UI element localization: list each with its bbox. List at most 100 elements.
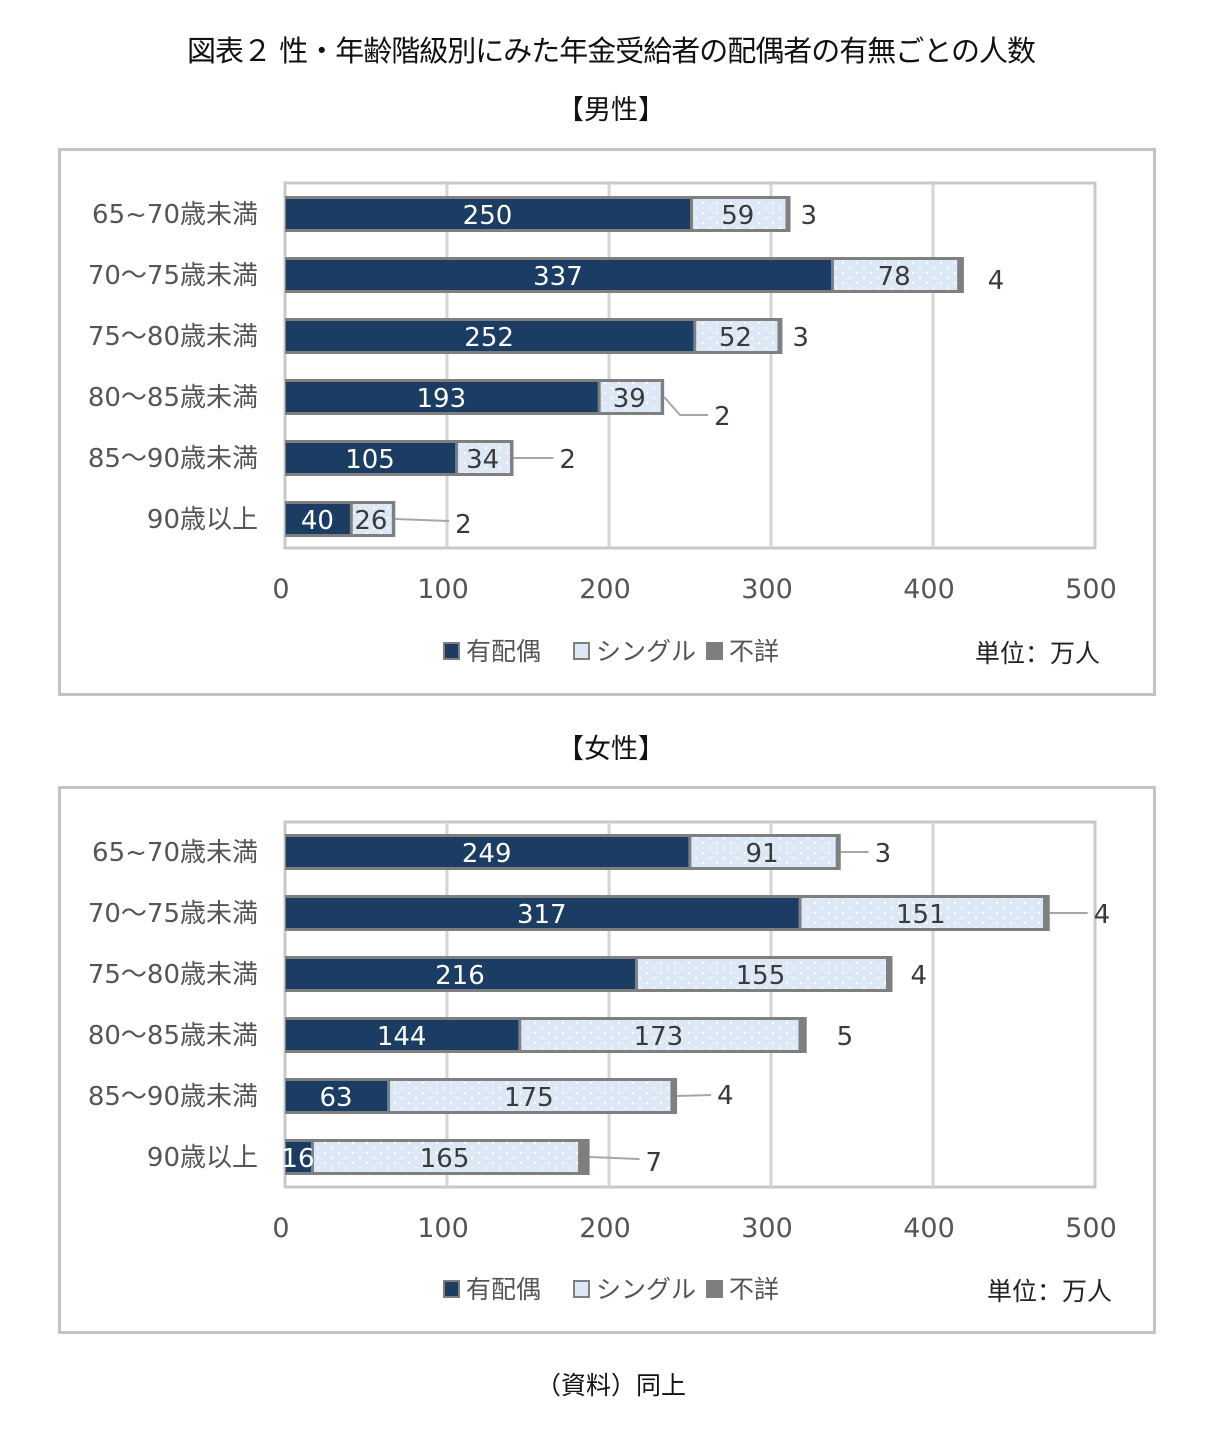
legend-single-swatch bbox=[573, 642, 590, 660]
data-label-unknown: 4 bbox=[911, 961, 928, 991]
bar-single bbox=[833, 260, 958, 290]
bar-single bbox=[637, 959, 887, 989]
data-label-single: 175 bbox=[504, 1083, 554, 1113]
x-tick-label: 200 bbox=[579, 574, 631, 605]
data-label-unknown: 4 bbox=[988, 266, 1005, 296]
legend-unknown-swatch bbox=[706, 1280, 723, 1298]
data-label-single: 91 bbox=[746, 839, 779, 869]
x-tick-label: 0 bbox=[272, 574, 289, 605]
leader-line bbox=[395, 518, 450, 522]
data-label-married: 16 bbox=[281, 1144, 314, 1174]
legend: 有配偶 シングル 不詳 bbox=[443, 637, 779, 666]
source-note: （資料）同上 bbox=[535, 1371, 686, 1400]
data-label-married: 250 bbox=[463, 201, 513, 231]
bar-married bbox=[286, 1142, 311, 1172]
bar-married bbox=[286, 443, 456, 473]
data-label-single: 26 bbox=[354, 506, 387, 536]
bar-married bbox=[286, 321, 694, 351]
bar-unknown bbox=[1043, 895, 1050, 931]
bar-single bbox=[801, 898, 1044, 928]
category-label: 65~70歳未満 bbox=[92, 838, 258, 868]
bar-married bbox=[286, 504, 350, 534]
bar-married bbox=[286, 260, 831, 290]
x-tick-label: 500 bbox=[1065, 574, 1117, 605]
bar-single bbox=[521, 1020, 799, 1050]
x-tick-label: 100 bbox=[417, 1213, 469, 1244]
category-label: 80～85歳未満 bbox=[88, 383, 258, 413]
x-tick-label: 400 bbox=[903, 1213, 955, 1244]
legend-single-label: シングル bbox=[596, 1275, 696, 1304]
data-label-unknown: 3 bbox=[800, 201, 817, 231]
leader-line bbox=[589, 1156, 640, 1160]
data-label-married: 249 bbox=[462, 839, 512, 869]
bar-unknown bbox=[798, 1017, 807, 1053]
data-label-married: 317 bbox=[517, 900, 567, 930]
data-label-unknown: 4 bbox=[1094, 900, 1111, 930]
category-label: 70～75歳未満 bbox=[88, 899, 258, 929]
bar-single bbox=[458, 443, 511, 473]
leader-line bbox=[677, 1094, 712, 1097]
figure-title: 図表２ 性・年齢階級別にみた年金受給者の配偶者の有無ごとの人数 bbox=[187, 34, 1036, 68]
data-label-married: 193 bbox=[417, 384, 467, 414]
category-label: 85～90歳未満 bbox=[88, 1082, 258, 1112]
data-label-single: 165 bbox=[420, 1144, 470, 1174]
data-label-unknown: 7 bbox=[646, 1148, 663, 1178]
bar-unknown bbox=[785, 196, 791, 232]
x-tick-label: 200 bbox=[579, 1213, 631, 1244]
bar-married bbox=[286, 959, 635, 989]
data-label-married: 40 bbox=[301, 506, 334, 536]
x-tick-label: 300 bbox=[741, 1213, 793, 1244]
x-tick-label: 100 bbox=[417, 574, 469, 605]
bar-unknown bbox=[957, 257, 964, 293]
bar-married bbox=[286, 837, 689, 867]
bar-unknown bbox=[510, 440, 514, 476]
bar-single bbox=[352, 504, 392, 534]
bar-unknown bbox=[660, 379, 665, 415]
legend-married-swatch bbox=[443, 642, 460, 660]
female-chart-title: 【女性】 bbox=[557, 734, 665, 765]
data-label-unknown: 2 bbox=[559, 445, 576, 475]
category-label: 75～80歳未満 bbox=[88, 322, 258, 352]
data-label-single: 52 bbox=[719, 323, 752, 353]
category-label: 70～75歳未満 bbox=[88, 261, 258, 291]
data-label-unknown: 3 bbox=[875, 839, 892, 869]
category-label: 90歳以上 bbox=[147, 505, 258, 535]
male-chart-title: 【男性】 bbox=[557, 95, 665, 126]
legend-unknown-label: 不詳 bbox=[729, 637, 779, 666]
bar-single bbox=[693, 199, 786, 229]
data-label-single: 155 bbox=[736, 961, 786, 991]
category-label: 90歳以上 bbox=[147, 1143, 258, 1173]
data-label-married: 63 bbox=[319, 1083, 352, 1113]
female-chart-frame bbox=[58, 786, 1156, 1334]
data-label-married: 337 bbox=[533, 262, 583, 292]
data-label-single: 78 bbox=[878, 262, 911, 292]
male-chart-frame bbox=[58, 148, 1156, 696]
x-tick-label: 300 bbox=[741, 574, 793, 605]
bar-single bbox=[600, 382, 661, 412]
bar-single bbox=[691, 837, 836, 867]
data-label-unknown: 5 bbox=[837, 1022, 854, 1052]
data-label-unknown: 2 bbox=[455, 510, 472, 540]
unit-note: 単位：万人 bbox=[987, 1277, 1112, 1306]
plot-area bbox=[283, 181, 1097, 550]
bar-married bbox=[286, 1081, 388, 1111]
bar-married bbox=[286, 898, 799, 928]
data-label-single: 34 bbox=[466, 445, 499, 475]
bar-married bbox=[286, 199, 690, 229]
category-label: 80～85歳未満 bbox=[88, 1021, 258, 1051]
bar-married bbox=[286, 1020, 519, 1050]
bar-single bbox=[313, 1142, 579, 1172]
data-label-single: 59 bbox=[721, 201, 754, 231]
legend-married-label: 有配偶 bbox=[466, 1275, 541, 1304]
data-label-single: 39 bbox=[613, 384, 646, 414]
data-label-married: 144 bbox=[377, 1022, 427, 1052]
legend: 有配偶 シングル 不詳 bbox=[443, 1275, 779, 1304]
legend-single-swatch bbox=[573, 1280, 590, 1298]
data-label-single: 173 bbox=[634, 1022, 684, 1052]
legend-unknown-label: 不詳 bbox=[729, 1275, 779, 1304]
bar-unknown bbox=[578, 1139, 590, 1175]
data-label-married: 105 bbox=[345, 445, 395, 475]
legend-single-label: シングル bbox=[596, 637, 696, 666]
category-label: 75～80歳未満 bbox=[88, 960, 258, 990]
